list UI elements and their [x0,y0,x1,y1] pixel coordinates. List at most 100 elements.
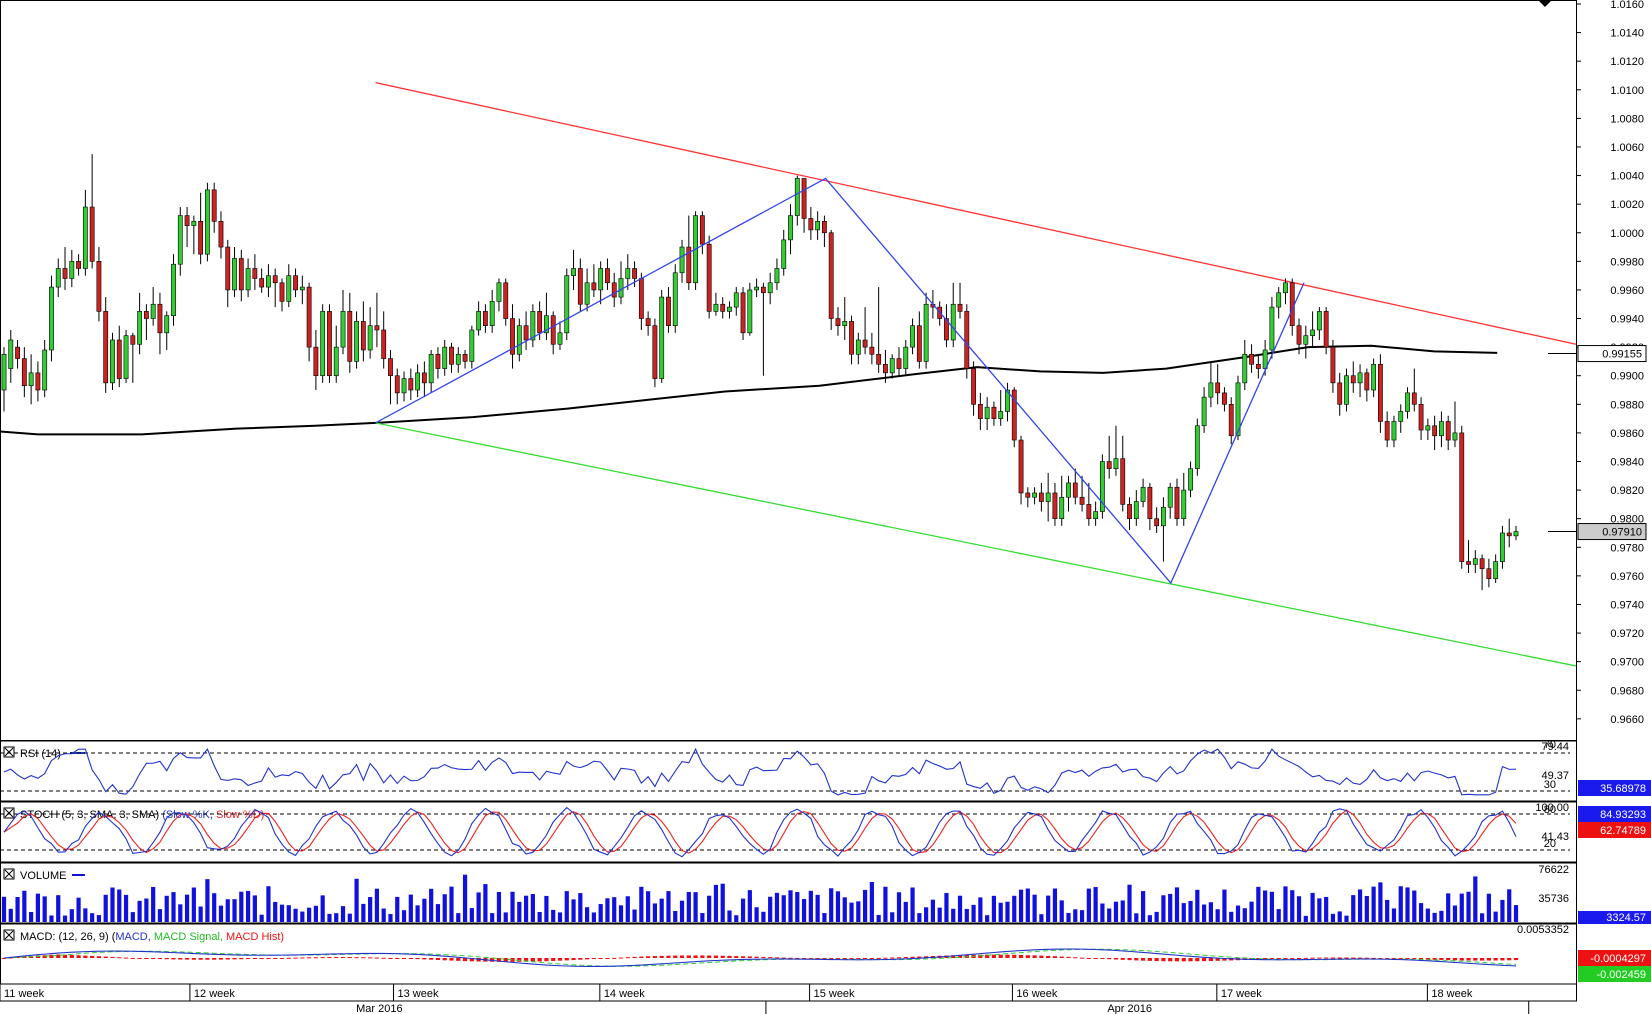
candle-body [896,358,902,369]
candle-body [455,353,461,365]
candle-body [1086,504,1092,519]
candle-body [1418,404,1424,431]
candle-body [862,339,868,348]
rsi-level-70: 70 [1544,739,1556,751]
macd-hist-bar [815,958,820,959]
candle-body [740,292,746,334]
macd-hist-bar [1012,954,1017,958]
volume-bar [835,891,841,922]
macd-hist-bar [571,958,576,961]
volume-bar [1188,900,1193,922]
candle-body [808,218,814,231]
candle-body [333,346,339,377]
week-label: 16 week [1016,988,1057,1000]
candle-body [781,239,787,269]
candle-body [1161,506,1166,527]
macd-hist-bar [456,958,461,961]
candle-body [1005,389,1010,412]
candle-body [767,282,773,294]
macd-hist-label: MACD Hist) [226,931,284,943]
volume-bar [462,874,468,922]
candle-body [1154,518,1160,527]
volume-bar [571,899,576,922]
rsi-scale-high: 79.44 [1541,741,1569,753]
price-tick-label: 0.9940 [1610,314,1644,326]
price-tick-label: 0.9760 [1610,571,1644,583]
macd-hist-bar [1391,958,1397,959]
candle-body [1330,346,1336,384]
candle-body [706,243,712,312]
macd-hist-bar [252,958,257,959]
candle-body [82,206,88,269]
macd-label: MACD, [115,931,150,943]
candle-body [1283,282,1288,294]
volume-bar [537,911,542,922]
volume-bar [279,904,285,922]
candle-body [1025,492,1031,498]
candle-body [747,289,753,334]
ma-line [0,344,1498,436]
rsi-value: 35.68978 [1600,783,1646,795]
macd-hist-bar [225,958,230,960]
macd-hist-bar [340,957,346,959]
volume-bar [720,883,725,922]
volume-panel: VOLUME 76622 35736 3324.57 [0,862,1651,924]
scroll-arrow-icon[interactable] [1538,0,1552,7]
candle-body [1052,492,1058,519]
candle-body [62,268,68,279]
volume-bar [890,912,895,922]
volume-bar [1249,901,1254,922]
macd-hist-bar [198,958,203,960]
macd-hist-bar [1296,958,1302,959]
candlesticks [1,154,1519,591]
candle-body [598,268,604,291]
volume-bar [686,891,691,922]
macd-hist-bar [890,957,895,959]
macd-hist-bar [537,958,542,962]
candle-body [625,268,631,279]
macd-hist-bar [1134,958,1139,961]
volume-bar [659,898,664,922]
volume-bar [964,908,969,922]
volume-bar [951,908,956,922]
volume-bar [442,894,447,922]
volume-bar [130,912,135,922]
macd-scale-high: 0.0053352 [1517,924,1569,936]
macd-hist-bar [1317,957,1322,959]
trend-channel [375,81,1577,667]
macd-hist-bar [69,954,74,958]
volume-bar [761,911,766,922]
volume-bar [740,898,746,922]
macd-hist-bar [1412,958,1417,960]
volume-bar [666,891,671,922]
macd-hist-bar [178,958,183,960]
candle-body [889,358,895,374]
macd-hist-bar [1032,955,1037,958]
macd-hist-bar [449,958,454,961]
volume-bar [1466,891,1471,922]
candle-body [21,358,27,387]
volume-bar [212,893,217,922]
volume-bar [1127,884,1132,922]
candle-body [340,311,346,348]
volume-bar [123,894,129,922]
candle-body [1188,468,1193,491]
candle-body [103,311,109,384]
macd-hist-bar [774,957,780,959]
month-label: Mar 2016 [356,1003,402,1014]
macd-hist-bar [103,956,108,958]
candle-body [1445,421,1451,441]
candle-body [1472,558,1478,565]
upper-channel-line [375,81,1577,345]
volume-bar [1391,908,1397,922]
volume-bar [625,896,630,922]
candle-body [360,321,366,351]
candle-body [1072,482,1078,498]
candle-body [1201,396,1207,427]
macd-hist-bar [957,955,963,958]
volume-bar [815,894,820,922]
candle-body [1391,421,1397,441]
candle-body [645,318,651,326]
rsi-level-30: 30 [1544,779,1556,791]
